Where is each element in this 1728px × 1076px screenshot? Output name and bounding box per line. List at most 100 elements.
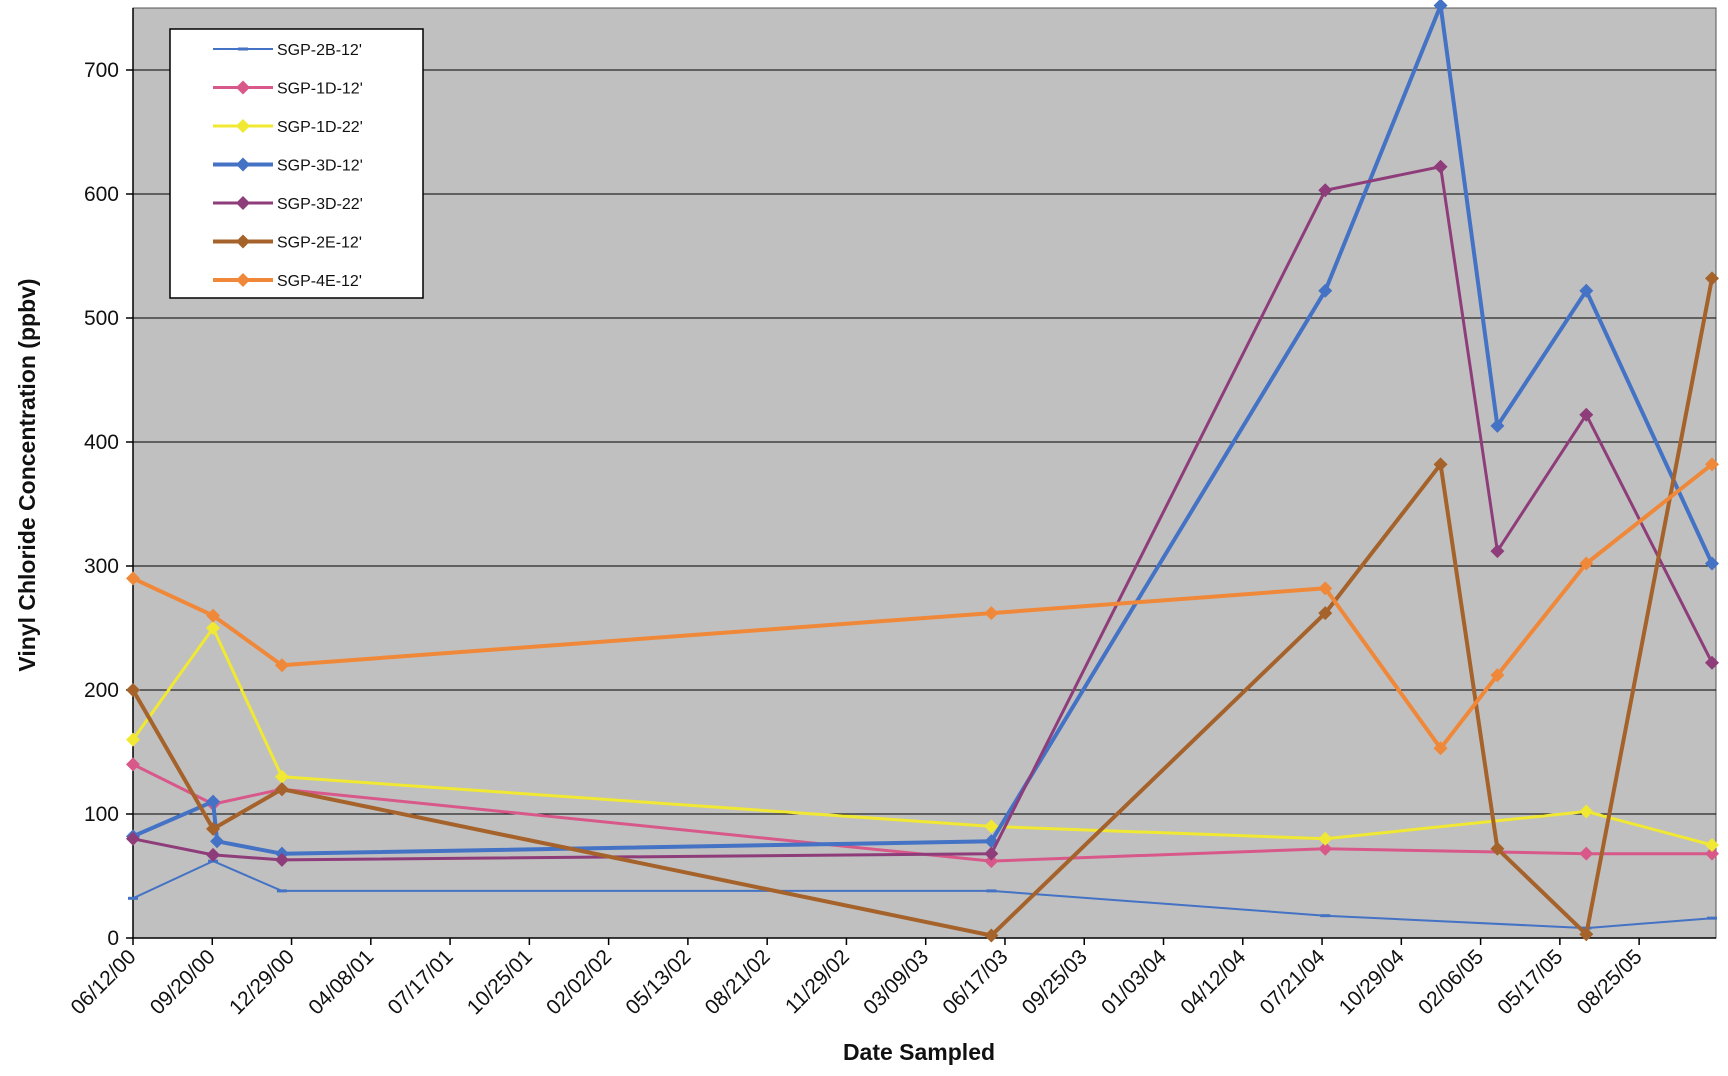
- data-point: [126, 831, 140, 846]
- data-point: [1490, 418, 1505, 433]
- series-group: [126, 0, 1719, 943]
- x-tick-label: 05/17/05: [1493, 945, 1567, 1019]
- data-point: [274, 852, 289, 867]
- x-tick-label: 09/20/00: [146, 945, 220, 1019]
- y-tick-label: 700: [84, 59, 119, 82]
- data-point: [984, 606, 999, 621]
- data-point: [1579, 556, 1594, 571]
- y-axis-title: Vinyl Chloride Concentration (ppbv): [14, 278, 40, 671]
- data-point: [1433, 457, 1448, 472]
- legend-item: SGP-1D-22': [213, 119, 363, 136]
- data-point: [1579, 846, 1594, 861]
- data-point: [206, 821, 221, 836]
- data-point: [1579, 927, 1594, 942]
- data-point: [126, 683, 140, 697]
- data-point: [1579, 283, 1594, 298]
- series-sgp-2e-12: [126, 271, 1719, 943]
- data-point: [1318, 841, 1333, 856]
- data-point: [236, 234, 250, 249]
- y-tick-label: 100: [84, 803, 119, 826]
- data-point: [206, 621, 221, 635]
- data-point: [984, 846, 999, 861]
- data-point: [1704, 655, 1719, 670]
- data-point: [1318, 283, 1333, 298]
- legend-label: SGP-3D-22': [277, 196, 363, 213]
- legend: SGP-2B-12' SGP-1D-12' SGP-1D-22' SGP-3D-12'…: [169, 28, 424, 299]
- data-point: [1704, 457, 1719, 472]
- data-point: [984, 928, 999, 943]
- x-tick-label: 07/21/04: [1256, 945, 1330, 1019]
- legend-item: SGP-3D-12': [213, 157, 363, 175]
- data-point: [1704, 838, 1719, 852]
- data-point: [1579, 804, 1594, 819]
- legend-label: SGP-1D-12': [277, 81, 363, 98]
- x-tick-label: 03/09/03: [859, 945, 933, 1019]
- x-tick-label: 06/12/00: [66, 945, 140, 1019]
- data-point: [1318, 606, 1333, 621]
- data-point: [1433, 741, 1448, 756]
- x-tick-label: 10/29/04: [1335, 945, 1409, 1019]
- y-tick-label: 200: [84, 679, 119, 702]
- x-tick-label: 08/21/02: [701, 945, 775, 1019]
- legend-label: SGP-1D-22': [277, 119, 363, 136]
- data-point: [274, 782, 289, 797]
- data-point: [206, 847, 221, 862]
- legend-item: SGP-1D-12': [213, 80, 363, 98]
- x-tick-label: 02/02/02: [542, 945, 616, 1019]
- legend-box: [169, 28, 424, 299]
- data-point: [126, 757, 140, 772]
- x-tick-label: 01/03/04: [1097, 945, 1171, 1019]
- data-point: [274, 658, 289, 673]
- y-tick-label: 0: [107, 927, 119, 950]
- data-point: [984, 819, 999, 834]
- x-tick-label: 04/08/01: [304, 945, 378, 1019]
- x-tick-label: 09/25/03: [1018, 945, 1092, 1019]
- data-point: [1490, 841, 1505, 856]
- x-tick-label: 08/25/05: [1573, 945, 1647, 1019]
- x-tick-label: 10/25/01: [463, 945, 537, 1019]
- x-tick-label: 07/17/01: [384, 945, 458, 1019]
- legend-item: SGP-4E-12': [213, 273, 362, 290]
- series-sgp-4e-12: [126, 457, 1719, 756]
- data-point: [236, 80, 250, 95]
- x-tick-label: 06/17/03: [938, 945, 1012, 1019]
- data-point: [1704, 846, 1719, 861]
- legend-label: SGP-4E-12': [277, 273, 362, 290]
- x-axis-title: Date Sampled: [843, 1039, 995, 1065]
- data-point: [126, 571, 140, 586]
- data-point: [126, 732, 140, 747]
- data-point: [1318, 581, 1333, 596]
- series-sgp-1d-22: [126, 621, 1719, 852]
- x-tick-label: 02/06/05: [1414, 945, 1488, 1019]
- data-point: [206, 794, 221, 809]
- series-line: [132, 3, 1714, 856]
- series-sgp-3d-22: [126, 159, 1719, 867]
- data-point: [1490, 544, 1505, 559]
- legend-item: SGP-2E-12': [213, 234, 362, 252]
- data-point: [236, 273, 250, 287]
- data-point: [274, 769, 289, 784]
- x-tick-label: 05/13/02: [621, 945, 695, 1019]
- y-tick-label: 600: [84, 183, 119, 206]
- legend-label: SGP-2B-12': [277, 42, 362, 59]
- legend-label: SGP-2E-12': [277, 235, 362, 252]
- data-point: [1318, 183, 1333, 198]
- data-point: [1433, 0, 1448, 13]
- data-point: [984, 854, 999, 869]
- data-point: [236, 119, 250, 133]
- data-point: [1704, 271, 1719, 286]
- data-point: [1579, 407, 1594, 422]
- x-tick-label: 12/29/00: [225, 945, 299, 1019]
- data-point: [236, 157, 250, 172]
- legend-label: SGP-3D-12': [277, 158, 363, 175]
- data-point: [206, 608, 221, 623]
- data-point: [1433, 159, 1448, 174]
- y-tick-label: 400: [84, 431, 119, 454]
- legend-item: SGP-3D-22': [213, 196, 363, 213]
- data-point: [236, 196, 250, 210]
- y-tick-label: 300: [84, 555, 119, 578]
- data-point: [1704, 556, 1719, 571]
- data-point: [1318, 831, 1333, 846]
- x-tick-label: 11/29/02: [781, 945, 854, 1018]
